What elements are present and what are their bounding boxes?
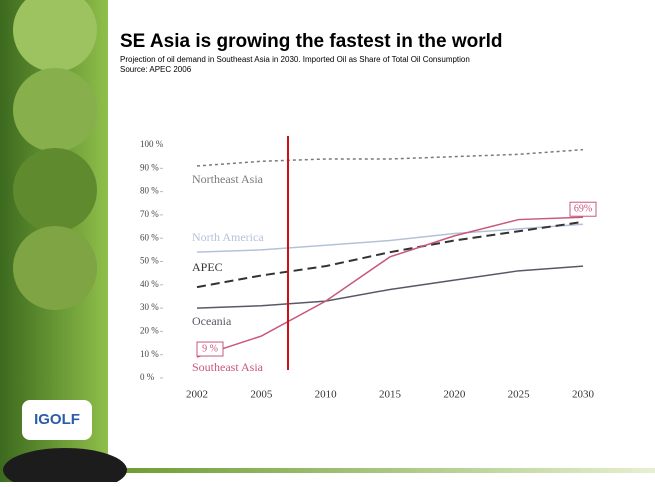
photo [13,226,97,310]
y-tick-label: 10 % [140,349,159,359]
slide: IGOLF SE Asia is growing the fastest in … [0,0,655,482]
y-tick-label: 0 % [140,372,155,382]
subtitle: Projection of oil demand in Southeast As… [120,55,470,64]
photo [13,68,97,152]
x-tick-label: 2030 [572,389,595,401]
y-tick-label: 30 % [140,302,159,312]
x-tick-label: 2025 [508,389,531,401]
series-label: Northeast Asia [192,172,264,186]
series-label: Southeast Asia [192,360,264,374]
value-label: 9 % [202,343,218,354]
logo: IGOLF [34,411,80,428]
page: {"logo": "IGOLF", "chart_data": {"type":… [0,0,655,482]
x-tick-label: 2015 [379,389,402,401]
y-tick-label: 90 % [140,162,159,172]
source: Source: APEC 2006 [120,65,192,74]
series-label: Oceania [192,314,232,328]
y-tick-label: 20 % [140,325,159,335]
series-label: North America [192,230,264,244]
series-label: APEC [192,260,223,274]
photo [13,148,97,232]
x-tick-label: 2002 [186,389,208,401]
x-tick-label: 2020 [443,389,466,401]
title: SE Asia is growing the fastest in the wo… [120,31,503,52]
x-tick-label: 2010 [315,389,338,401]
y-tick-label: 60 % [140,232,159,242]
value-label: 69% [574,204,592,215]
y-tick-label: 70 % [140,209,159,219]
y-tick-label: 50 % [140,256,159,266]
x-tick-label: 2005 [250,389,273,401]
y-tick-label: 100 % [140,139,164,149]
footer-bar [108,468,655,473]
y-tick-label: 80 % [140,186,159,196]
y-tick-label: 40 % [140,279,159,289]
